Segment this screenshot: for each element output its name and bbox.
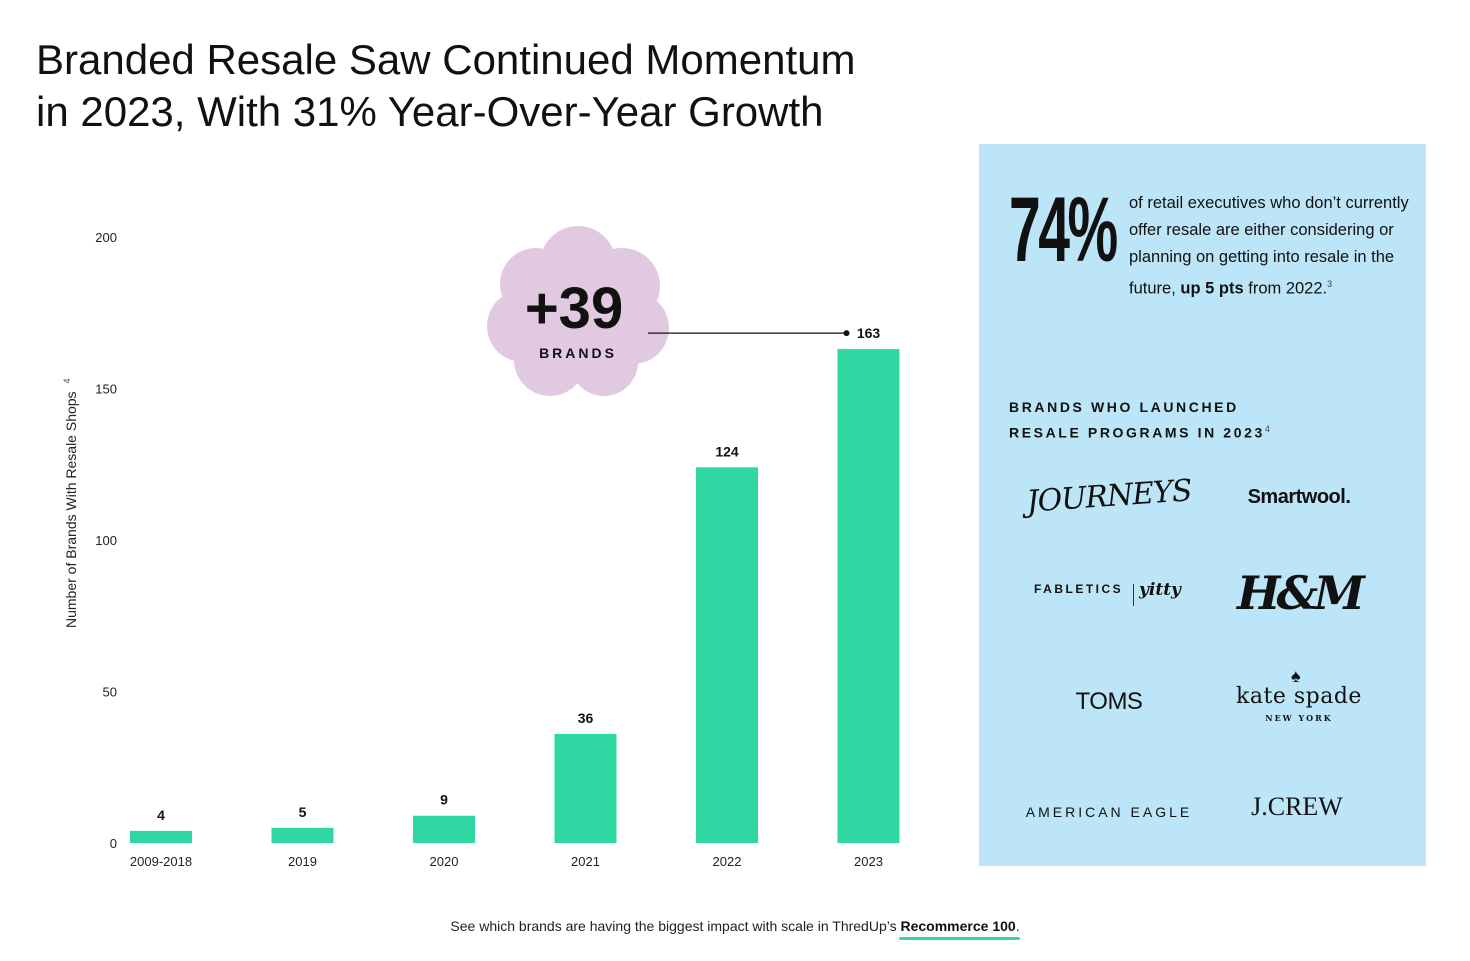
bar [130,830,192,843]
kate-spade-subtitle: NEW YORK [1265,713,1333,723]
x-tick-label: 2019 [288,854,317,869]
bar-value-label: 5 [299,804,307,820]
brands-heading-footnote: 4 [1264,424,1273,434]
brands-heading: BRANDS WHO LAUNCHED RESALE PROGRAMS IN 2… [1009,396,1409,444]
y-tick-label: 50 [103,685,117,700]
info-panel: 74% of retail executives who don’t curre… [979,144,1426,866]
bar-value-label: 124 [715,443,739,459]
annotation-connector-dot [843,330,850,337]
x-tick-label: 2009-2018 [130,854,192,869]
hm-logo: H&M [1237,566,1365,620]
annotation-value: +39 [525,276,623,341]
kate-spade-logo: kate spade [1236,684,1362,709]
bar-value-label: 9 [440,792,448,808]
yitty-logo: yitty [1139,580,1181,600]
american-eagle-logo: AMERICAN EAGLE [1025,804,1193,820]
smartwool-logo: Smartwool. [1247,486,1351,508]
recommerce-100-link[interactable]: Recommerce 100 [898,918,1020,940]
title-line-2: in 2023, With 31% Year-Over-Year Growth [36,88,824,135]
journeys-logo: JOURNEYS [1025,473,1193,520]
bar [413,815,475,843]
logo-divider [1133,584,1134,606]
brands-heading-line-1: BRANDS WHO LAUNCHED [1009,399,1239,415]
y-axis-label-text: Number of Brands With Resale Shops [63,391,79,628]
annotation-cloud: +39 BRANDS [487,226,669,396]
bar [837,349,900,843]
footer-end: . [1015,918,1020,934]
y-tick-label: 0 [110,836,117,851]
cloud-blob [522,260,634,372]
brands-heading-line-2: RESALE PROGRAMS IN 20234 [1009,424,1273,441]
jcrew-logo: J.CREW [1251,792,1343,821]
page-title: Branded Resale Saw Continued Momentum in… [36,34,976,138]
bar-value-label: 36 [578,710,594,726]
x-tick-label: 2023 [854,854,883,869]
stat-footnote: 3 [1327,279,1333,289]
y-tick-label: 200 [95,230,117,245]
toms-logo: TOMS [1075,688,1143,715]
y-tick-label: 150 [95,382,117,397]
y-axis-label-footnote: 4 [62,379,72,384]
y-tick-label: 100 [95,533,117,548]
bar-chart: 0 50 100 150 200 Number of Brands With Resal… [62,226,900,869]
bar [554,733,617,843]
spade-icon: ♠ [1291,666,1301,686]
x-tick-label: 2021 [571,854,600,869]
footer-note: See which brands are having the biggest … [0,918,1470,940]
title-line-1: Branded Resale Saw Continued Momentum [36,36,856,83]
stat-text-main: of retail executives who don’t currently… [1129,194,1409,298]
annotation-label: BRANDS [539,345,617,361]
fabletics-logo: FABLETICS [1034,582,1124,596]
stat-value: 74% [1009,179,1118,281]
bar-value-label: 4 [157,807,165,823]
stat-text-end: from 2022. [1248,279,1328,298]
stat-text-bold: up 5 pts [1180,279,1244,298]
stat-description: of retail executives who don’t currently… [1129,190,1414,303]
bar [271,827,334,843]
bar [696,467,758,843]
x-tick-label: 2020 [430,854,459,869]
y-axis-ticks: 0 50 100 150 200 [95,230,117,851]
footer-text: See which brands are having the biggest … [450,918,897,934]
bars: 4 2009-2018 5 2019 9 2020 36 2021 124 2022 2023 163 [130,325,900,869]
y-axis-label: Number of Brands With Resale Shops 4 [62,379,79,628]
x-tick-label: 2022 [713,854,742,869]
bar-value-label: 163 [857,325,881,341]
